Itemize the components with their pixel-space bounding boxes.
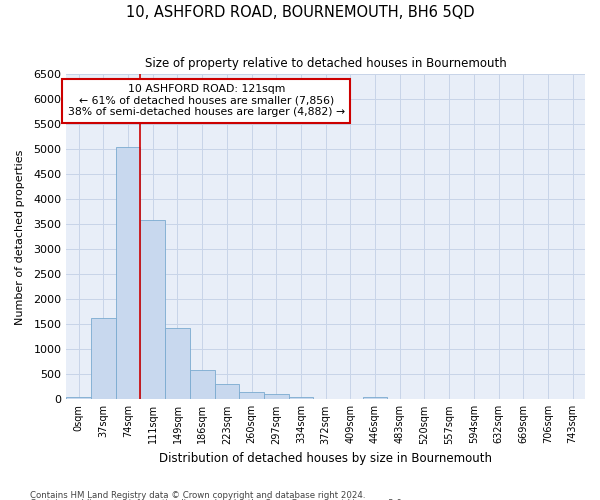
Text: Contains public sector information licensed under the Open Government Licence v3: Contains public sector information licen… bbox=[30, 499, 404, 500]
Bar bbox=[215, 384, 239, 400]
Text: Contains HM Land Registry data © Crown copyright and database right 2024.: Contains HM Land Registry data © Crown c… bbox=[30, 490, 365, 500]
Bar bbox=[67, 397, 91, 400]
Bar bbox=[140, 220, 165, 400]
Bar bbox=[165, 328, 190, 400]
Bar bbox=[190, 370, 215, 400]
X-axis label: Distribution of detached houses by size in Bournemouth: Distribution of detached houses by size … bbox=[159, 452, 492, 465]
Text: 10 ASHFORD ROAD: 121sqm
← 61% of detached houses are smaller (7,856)
38% of semi: 10 ASHFORD ROAD: 121sqm ← 61% of detache… bbox=[68, 84, 345, 117]
Text: 10, ASHFORD ROAD, BOURNEMOUTH, BH6 5QD: 10, ASHFORD ROAD, BOURNEMOUTH, BH6 5QD bbox=[125, 5, 475, 20]
Bar bbox=[363, 397, 388, 400]
Bar bbox=[239, 392, 264, 400]
Bar bbox=[116, 147, 140, 400]
Y-axis label: Number of detached properties: Number of detached properties bbox=[15, 149, 25, 324]
Title: Size of property relative to detached houses in Bournemouth: Size of property relative to detached ho… bbox=[145, 58, 506, 70]
Bar bbox=[289, 397, 313, 400]
Bar bbox=[91, 318, 116, 400]
Bar bbox=[264, 394, 289, 400]
